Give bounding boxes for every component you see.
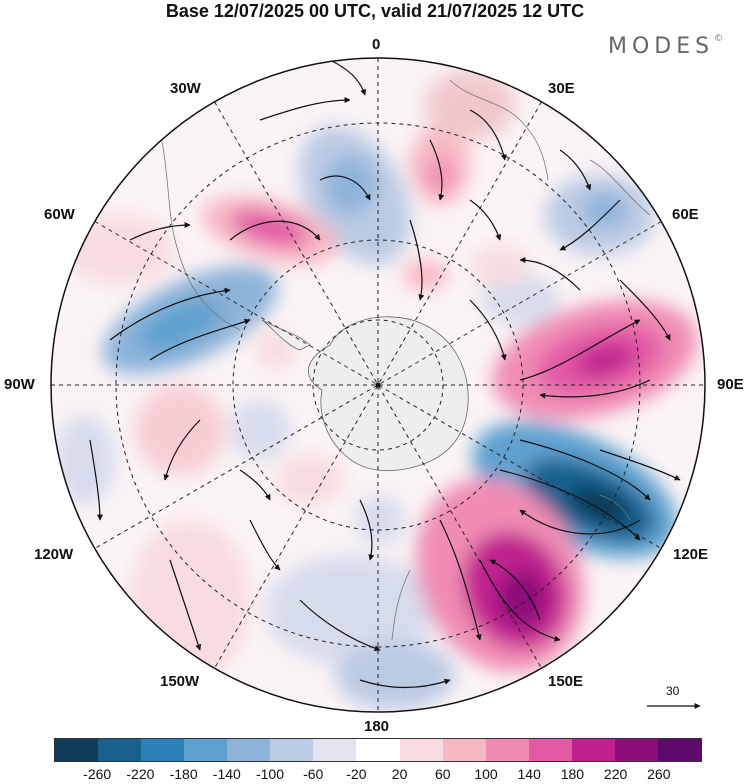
colorbar-swatch (442, 739, 486, 761)
lon-label-90w: 90W (4, 376, 35, 393)
colorbar-tick-label: -260 (83, 766, 112, 782)
map-boundary (50, 57, 706, 713)
colorbar-swatch (485, 739, 529, 761)
colorbar-swatch (399, 739, 443, 761)
colorbar-tick-label: -20 (346, 766, 367, 782)
lon-label-120e: 120E (673, 546, 709, 563)
lon-label-60w: 60W (44, 206, 75, 223)
reference-vector-label: 30 (666, 684, 680, 698)
colorbar-swatch (270, 739, 314, 761)
colorbar-tick-label: -60 (303, 766, 324, 782)
colorbar-tick-label: -140 (212, 766, 241, 782)
colorbar-swatch (657, 739, 701, 761)
map-title: Base 12/07/2025 00 UTC, valid 21/07/2025… (165, 1, 585, 21)
colorbar-tick-label: -100 (255, 766, 285, 782)
colorbar-tick-label: -180 (169, 766, 198, 782)
colorbar-tick-label: 260 (647, 766, 671, 782)
colorbar-tick-label: 60 (435, 766, 451, 782)
lon-label-180: 180 (364, 718, 390, 735)
modes-logo: MODES© (608, 33, 724, 59)
colorbar-swatch (227, 739, 271, 761)
lon-label-0: 0 (372, 36, 381, 53)
anomaly-field (51, 58, 705, 712)
colorbar-swatch (614, 739, 658, 761)
antarctica-landmass (308, 316, 469, 472)
colorbar (54, 738, 702, 762)
colorbar-swatch (528, 739, 572, 761)
lon-label-30w: 30W (170, 80, 201, 97)
colorbar-tick-label: 180 (560, 766, 585, 782)
lon-label-150w: 150W (160, 673, 200, 690)
colorbar-swatch (141, 739, 185, 761)
colorbar-tick-label: -220 (126, 766, 155, 782)
colorbar-swatch (571, 739, 615, 761)
lon-label-120w: 120W (34, 546, 74, 563)
lon-label-90e: 90E (717, 376, 744, 393)
colorbar-tick-label: 220 (603, 766, 628, 782)
colorbar-ticks: -260 -220 -180 -140 -100 -60 -20 20 60 100 140 180 2… (0, 766, 750, 784)
lon-label-30e: 30E (548, 80, 575, 97)
colorbar-tick-label: 140 (517, 766, 541, 782)
colorbar-tick-label: 20 (391, 766, 408, 782)
lon-label-150e: 150E (548, 673, 584, 690)
colorbar-swatch (184, 739, 228, 761)
lon-label-60e: 60E (672, 206, 699, 223)
colorbar-tick-label: 100 (474, 766, 498, 782)
colorbar-swatch (98, 739, 142, 761)
colorbar-swatch (313, 739, 357, 761)
colorbar-swatch (356, 739, 400, 761)
colorbar-swatch (55, 739, 99, 761)
